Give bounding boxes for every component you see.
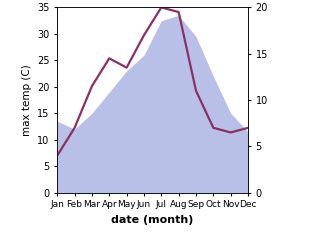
X-axis label: date (month): date (month): [111, 215, 194, 225]
Y-axis label: max temp (C): max temp (C): [22, 64, 31, 136]
